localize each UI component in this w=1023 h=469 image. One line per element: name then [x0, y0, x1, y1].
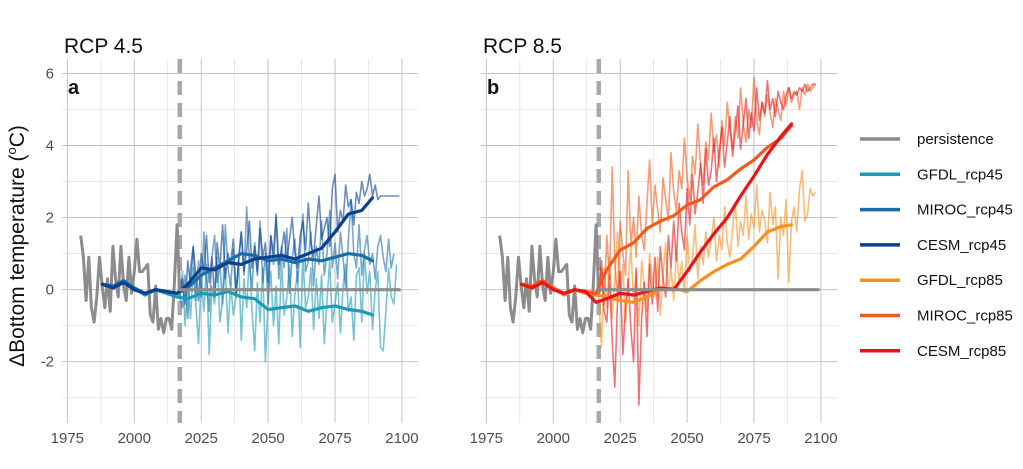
x-tick-label: 2100	[804, 430, 837, 447]
y-axis-title-suffix: C)	[6, 125, 29, 147]
legend-label: persistence	[917, 131, 994, 148]
legend-label: CESM_rcp85	[917, 343, 1006, 360]
legend-item-CESM_rcp45: CESM_rcp45	[860, 237, 1006, 254]
legend-item-GFDL_rcp85: GFDL_rcp85	[860, 272, 1003, 289]
annual-line-MIROC_rcp85	[598, 76, 817, 305]
smooth-line-CESM_rcp45	[100, 196, 375, 295]
y-tick-label: 4	[46, 137, 54, 154]
x-tick-label: 2025	[185, 430, 218, 447]
panel-title: RCP 4.5	[64, 35, 143, 58]
x-tick-label: 2075	[318, 430, 351, 447]
y-axis-title-superscript: o	[4, 147, 19, 154]
legend-item-GFDL_rcp45: GFDL_rcp45	[860, 166, 1003, 183]
panel-tag: b	[487, 77, 499, 99]
panel-tag: a	[68, 77, 80, 99]
legend-item-CESM_rcp85: CESM_rcp85	[860, 343, 1006, 360]
smooth-line-CESM_rcp85	[519, 122, 794, 304]
annual-line-GFDL_rcp85	[598, 169, 817, 349]
hindcast-line	[498, 223, 601, 335]
y-axis-title: ΔBottom temperature (oC)	[4, 125, 29, 367]
panel-title: RCP 8.5	[483, 35, 562, 58]
annual-line-CESM_rcp85	[598, 79, 816, 406]
annual-line-CESM_rcp45	[179, 173, 400, 305]
x-tick-label: 2075	[737, 430, 770, 447]
x-tick-label: 2100	[385, 430, 418, 447]
x-tick-label: 2000	[118, 430, 151, 447]
panel-a: 1975 2000 2025 2050 2075 2100 -2 0 2 4 6 RCP 4.5 a	[41, 35, 419, 447]
legend-item-persistence: persistence	[860, 131, 994, 148]
legend-label: MIROC_rcp45	[917, 202, 1013, 219]
y-tick-label: 0	[46, 282, 54, 299]
legend-label: MIROC_rcp85	[917, 308, 1013, 325]
legend: persistence GFDL_rcp45 MIROC_rcp45 CESM_rcp…	[860, 131, 1013, 360]
y-axis-title-prefix: ΔBottom temperature (	[6, 154, 29, 366]
x-tick-label: 2050	[251, 430, 284, 447]
hindcast-line	[79, 223, 182, 335]
legend-item-MIROC_rcp85: MIROC_rcp85	[860, 308, 1013, 325]
y-tick-label: 6	[46, 65, 54, 82]
legend-label: GFDL_rcp85	[917, 272, 1003, 289]
y-tick-label: 2	[46, 210, 54, 227]
y-tick-label: -2	[41, 354, 54, 371]
legend-item-MIROC_rcp45: MIROC_rcp45	[860, 202, 1013, 219]
annual-line-MIROC_rcp45	[179, 198, 395, 320]
x-tick-label: 2025	[604, 430, 637, 447]
panel-b: 1975 2000 2025 2050 2075 2100 RCP 8.5 b	[470, 35, 838, 447]
x-tick-label: 2000	[537, 430, 570, 447]
x-tick-label: 1975	[470, 430, 503, 447]
x-tick-label: 2050	[670, 430, 703, 447]
legend-label: CESM_rcp45	[917, 237, 1006, 254]
x-tick-label: 1975	[51, 430, 84, 447]
legend-label: GFDL_rcp45	[917, 166, 1003, 183]
